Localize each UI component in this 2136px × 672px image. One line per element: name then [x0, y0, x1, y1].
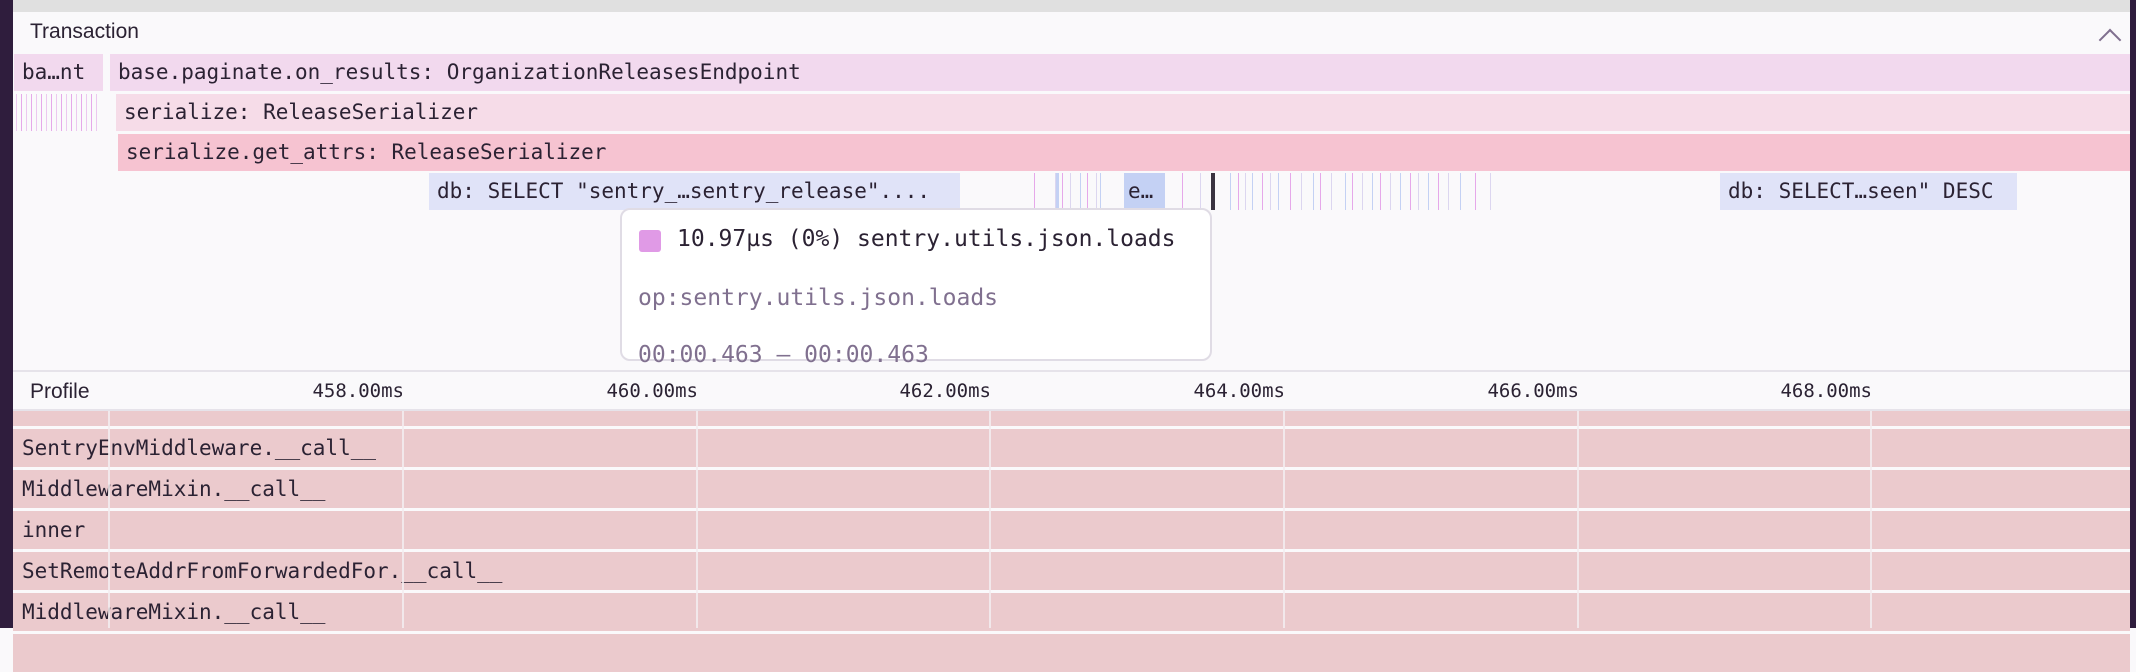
- thin-span: [31, 94, 32, 131]
- thin-span: [1182, 173, 1183, 210]
- color-swatch: [639, 230, 661, 252]
- thin-span: [1245, 173, 1246, 210]
- gridline: [1577, 411, 1579, 628]
- thin-span: [1270, 173, 1271, 210]
- thin-span: [1331, 173, 1332, 210]
- thin-span: [21, 94, 22, 131]
- thin-span: [1062, 173, 1063, 210]
- thin-span: [86, 94, 87, 131]
- thin-span: [1238, 173, 1239, 210]
- chevron-up-icon[interactable]: [2098, 28, 2122, 52]
- thin-span: [81, 94, 82, 131]
- thin-span: [1410, 173, 1411, 210]
- tick-label: 466.00ms: [1487, 380, 1579, 402]
- thin-span: [1056, 173, 1057, 210]
- transaction-title: Transaction: [30, 20, 139, 43]
- thin-span: [1278, 173, 1279, 210]
- span-db-short[interactable]: e…: [1124, 173, 1165, 210]
- profile-title: Profile: [30, 380, 90, 403]
- thin-span: [1475, 173, 1476, 210]
- tick-label: 468.00ms: [1780, 380, 1872, 402]
- gridline: [1283, 411, 1285, 628]
- tooltip-range: 00:00.463 — 00:00.463: [638, 342, 929, 368]
- thin-span: [71, 94, 72, 131]
- thin-span: [1352, 173, 1353, 210]
- thin-span: [1362, 173, 1363, 210]
- thin-span: [61, 94, 62, 131]
- top-bar: [13, 0, 2130, 12]
- thin-span: [1057, 173, 1058, 210]
- thin-span: [1380, 173, 1381, 210]
- thin-span: [1313, 173, 1314, 210]
- thin-span: [1262, 173, 1263, 210]
- thin-span: [1345, 173, 1346, 210]
- thin-span: [1372, 173, 1373, 210]
- thin-span: [91, 94, 92, 131]
- thin-span: [51, 94, 52, 131]
- span-db-select-seen[interactable]: db: SELECT…seen" DESC: [1720, 173, 2017, 210]
- thin-span: [1200, 173, 1201, 210]
- thin-span: [56, 94, 57, 131]
- cursor-marker: [1211, 173, 1215, 210]
- thin-span: [1418, 173, 1419, 210]
- span-serialize[interactable]: serialize: ReleaseSerializer: [116, 94, 2130, 131]
- thin-span: [1390, 173, 1391, 210]
- span-db-select-release[interactable]: db: SELECT "sentry_…sentry_release"....: [429, 173, 960, 210]
- gridline: [402, 411, 404, 628]
- gridline: [108, 411, 110, 628]
- thin-span: [1301, 173, 1302, 210]
- profile-frame-partial[interactable]: [13, 411, 2130, 426]
- thin-span: [36, 94, 37, 131]
- profile-header: Profile 458.00ms 460.00ms 462.00ms 464.0…: [13, 370, 2130, 411]
- thin-span: [1100, 173, 1101, 210]
- thin-span: [1070, 173, 1071, 210]
- span-get-attrs[interactable]: serialize.get_attrs: ReleaseSerializer: [118, 134, 2130, 171]
- span-tooltip: 10.97µs (0%) sentry.utils.json.loads op:…: [620, 208, 1212, 368]
- thin-span: [46, 94, 47, 131]
- profile-frame[interactable]: [13, 634, 2130, 672]
- thin-span: [1428, 173, 1429, 210]
- profile-frame[interactable]: MiddlewareMixin.__call__: [13, 470, 2130, 508]
- tick-label: 460.00ms: [606, 380, 698, 402]
- thin-span: [76, 94, 77, 131]
- thin-span: [1252, 173, 1253, 210]
- thin-span: [1087, 173, 1088, 210]
- profile-frame[interactable]: MiddlewareMixin.__call__: [13, 593, 2130, 631]
- thin-span: [1400, 173, 1401, 210]
- thin-span: [16, 94, 17, 131]
- tooltip-op: op:sentry.utils.json.loads: [638, 285, 999, 311]
- span-paginate[interactable]: base.paginate.on_results: OrganizationRe…: [110, 54, 2130, 91]
- tick-label: 464.00ms: [1193, 380, 1285, 402]
- thin-span: [1448, 173, 1449, 210]
- left-sidebar-edge: [0, 0, 13, 628]
- right-edge: [2130, 0, 2136, 628]
- gridline: [989, 411, 991, 628]
- thin-span: [1290, 173, 1291, 210]
- span-root-short[interactable]: ba…nt: [14, 54, 103, 91]
- tooltip-duration: 10.97µs (0%) sentry.utils.json.loads: [677, 226, 1176, 252]
- thin-span: [1058, 173, 1059, 210]
- thin-span: [1460, 173, 1461, 210]
- thin-span: [66, 94, 67, 131]
- gridline: [696, 411, 698, 628]
- thin-span: [1438, 173, 1439, 210]
- thin-span: [1034, 173, 1035, 210]
- tick-label: 458.00ms: [312, 380, 404, 402]
- thin-span: [96, 94, 97, 131]
- thin-span: [26, 94, 27, 131]
- thin-span: [1230, 173, 1231, 210]
- thin-span: [41, 94, 42, 131]
- gridline: [1870, 411, 1872, 628]
- thin-span: [1490, 173, 1491, 210]
- profile-frame[interactable]: SentryEnvMiddleware.__call__: [13, 429, 2130, 467]
- transaction-header[interactable]: Transaction: [13, 12, 2130, 53]
- thin-span: [1096, 173, 1097, 210]
- thin-span: [1080, 173, 1081, 210]
- thin-span: [1055, 173, 1056, 210]
- profile-frame[interactable]: SetRemoteAddrFromForwardedFor.__call__: [13, 552, 2130, 590]
- thin-span: [1320, 173, 1321, 210]
- profile-frame[interactable]: inner: [13, 511, 2130, 549]
- tick-label: 462.00ms: [899, 380, 991, 402]
